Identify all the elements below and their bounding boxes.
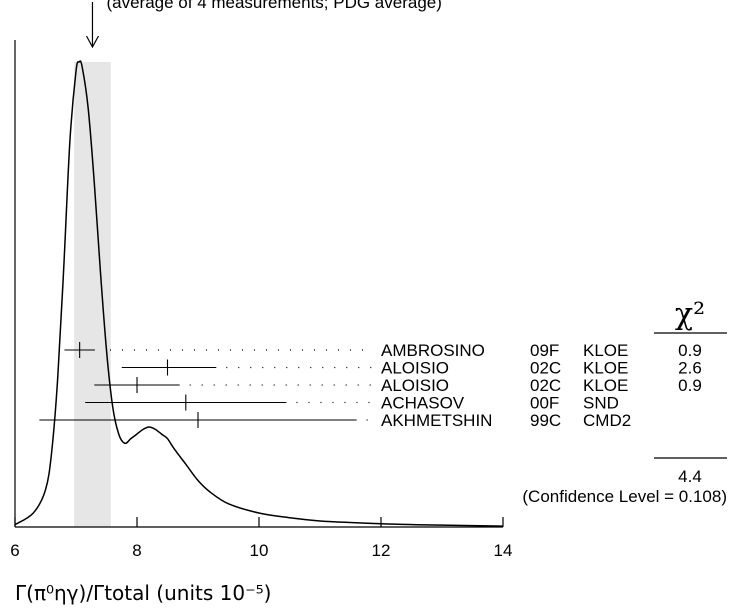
measurement-row: ALOISIO 02C KLOE 0.9 [94, 376, 702, 395]
experiment-label: KLOE [583, 359, 628, 378]
author-label: AKHMETSHIN [381, 411, 492, 430]
experiment-label: SND [583, 394, 619, 413]
year-label: 99C [530, 411, 561, 430]
year-label: 02C [530, 359, 561, 378]
measurement-row: ALOISIO 02C KLOE 2.6 [122, 359, 702, 378]
chi-squared-value: 0.9 [678, 376, 702, 395]
year-label: 00F [530, 394, 559, 413]
x-tick-label: 10 [250, 541, 269, 560]
author-label: ALOISIO [381, 376, 449, 395]
chi-squared-value: 0.9 [678, 341, 702, 360]
author-label: ACHASOV [381, 394, 465, 413]
author-label: ALOISIO [381, 359, 449, 378]
chi-squared-total: 4.4 [678, 467, 702, 486]
average-band [74, 62, 111, 527]
chart-title: (average of 4 measurements; PDG average) [106, 0, 441, 12]
year-label: 02C [530, 376, 561, 395]
x-axis-title: Γ(π⁰ηγ)/Γtotal (units 10⁻⁵) [15, 581, 271, 605]
confidence-level: (Confidence Level = 0.108) [522, 487, 727, 506]
measurement-row: ACHASOV 00F SND [85, 394, 619, 413]
x-tick-label: 6 [10, 541, 19, 560]
year-label: 09F [530, 341, 559, 360]
average-arrow [86, 2, 98, 47]
chi-squared-header: χ² [675, 297, 705, 332]
x-tick-label: 12 [372, 541, 391, 560]
x-tick-label: 8 [132, 541, 141, 560]
experiment-label: KLOE [583, 376, 628, 395]
measurement-row: AKHMETSHIN 99C CMD2 [39, 411, 631, 430]
chi-squared-value: 2.6 [678, 359, 702, 378]
experiment-label: KLOE [583, 341, 628, 360]
measurement-row: AMBROSINO 09F KLOE 0.9 [64, 341, 701, 360]
experiment-label: CMD2 [583, 411, 631, 430]
x-tick-label: 14 [494, 541, 513, 560]
author-label: AMBROSINO [381, 341, 485, 360]
